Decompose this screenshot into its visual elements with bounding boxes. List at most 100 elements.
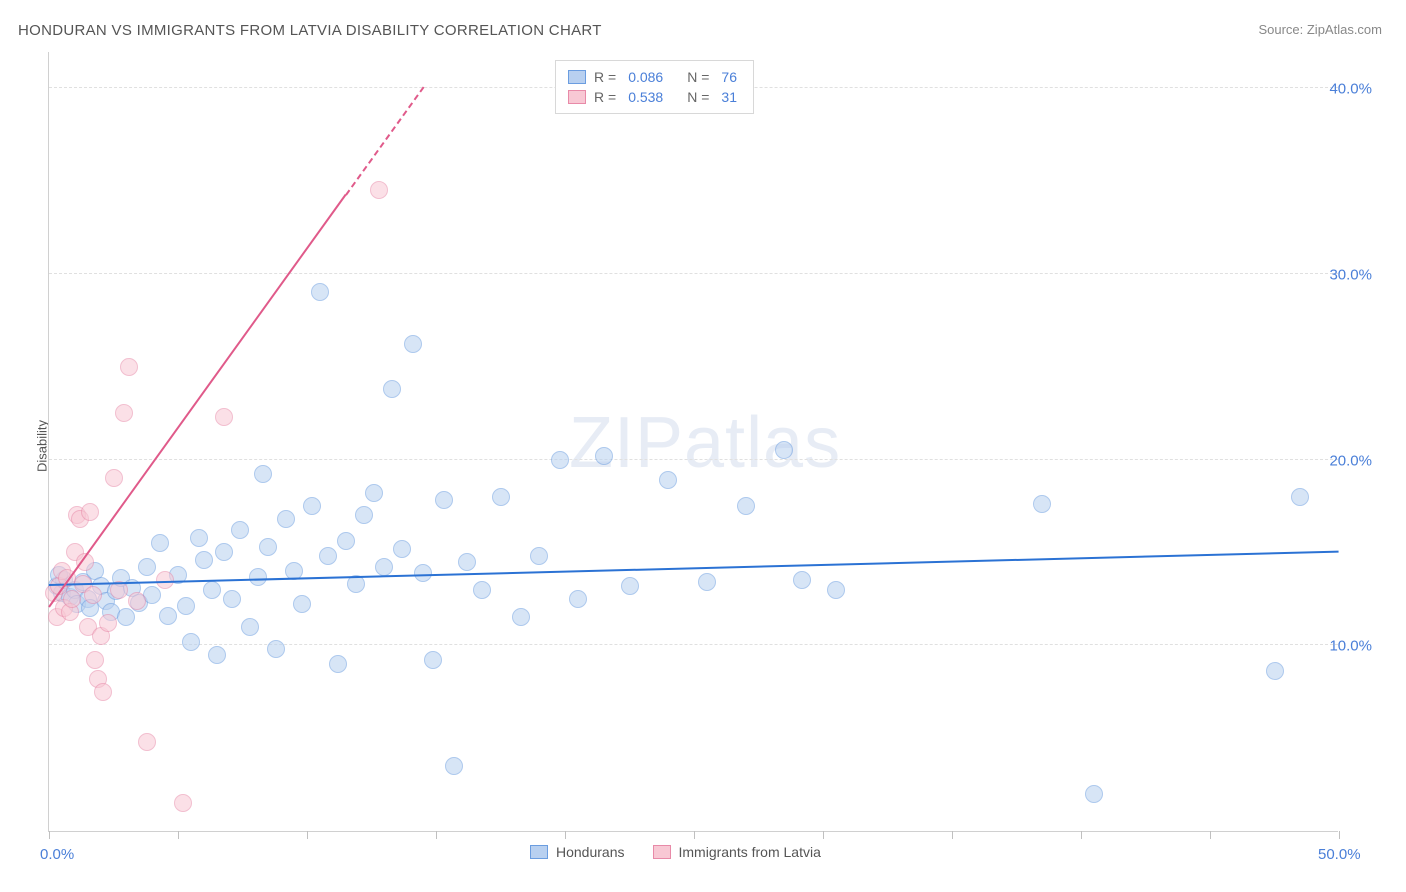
- trend-line: [49, 550, 1339, 585]
- watermark: ZIPatlas: [569, 402, 841, 484]
- data-point: [621, 577, 639, 595]
- data-point: [775, 441, 793, 459]
- data-point: [404, 335, 422, 353]
- data-point: [1085, 785, 1103, 803]
- data-point: [84, 586, 102, 604]
- data-point: [174, 794, 192, 812]
- data-point: [138, 558, 156, 576]
- data-point: [277, 510, 295, 528]
- data-point: [105, 469, 123, 487]
- data-point: [319, 547, 337, 565]
- data-point: [375, 558, 393, 576]
- data-point: [138, 733, 156, 751]
- data-point: [435, 491, 453, 509]
- data-point: [249, 568, 267, 586]
- data-point: [793, 571, 811, 589]
- data-point: [329, 655, 347, 673]
- legend-r-prefix: R =: [594, 69, 616, 85]
- data-point: [414, 564, 432, 582]
- x-tick: [952, 831, 953, 839]
- data-point: [569, 590, 587, 608]
- data-point: [737, 497, 755, 515]
- data-point: [365, 484, 383, 502]
- data-point: [223, 590, 241, 608]
- x-tick: [307, 831, 308, 839]
- source-name: ZipAtlas.com: [1307, 22, 1382, 37]
- x-tick: [49, 831, 50, 839]
- data-point: [1033, 495, 1051, 513]
- x-tick: [565, 831, 566, 839]
- data-point: [303, 497, 321, 515]
- data-point: [143, 586, 161, 604]
- legend-swatch: [530, 845, 548, 859]
- data-point: [311, 283, 329, 301]
- data-point: [424, 651, 442, 669]
- data-point: [370, 181, 388, 199]
- data-point: [458, 553, 476, 571]
- x-tick: [1339, 831, 1340, 839]
- legend-correlation: R = 0.086 N = 76 R = 0.538 N = 31: [555, 60, 754, 114]
- data-point: [203, 581, 221, 599]
- legend-swatch: [568, 70, 586, 84]
- legend-series-item: Hondurans: [530, 844, 625, 860]
- source-prefix: Source:: [1258, 22, 1306, 37]
- legend-swatch: [653, 845, 671, 859]
- legend-series-item: Immigrants from Latvia: [653, 844, 821, 860]
- legend-n-value: 76: [721, 69, 737, 85]
- data-point: [293, 595, 311, 613]
- x-tick-label: 0.0%: [40, 846, 74, 863]
- data-point: [698, 573, 716, 591]
- legend-n-prefix: N =: [687, 69, 709, 85]
- legend-r-value: 0.538: [628, 89, 663, 105]
- data-point: [128, 592, 146, 610]
- legend-r-prefix: R =: [594, 89, 616, 105]
- legend-n-value: 31: [721, 89, 737, 105]
- data-point: [827, 581, 845, 599]
- data-point: [241, 618, 259, 636]
- legend-swatch: [568, 90, 586, 104]
- x-tick-label: 50.0%: [1318, 846, 1361, 863]
- data-point: [337, 532, 355, 550]
- data-point: [530, 547, 548, 565]
- legend-correlation-row: R = 0.086 N = 76: [568, 67, 741, 87]
- legend-n-prefix: N =: [687, 89, 709, 105]
- gridline-h: [49, 459, 1338, 460]
- data-point: [81, 503, 99, 521]
- gridline-h: [49, 273, 1338, 274]
- chart-title: HONDURAN VS IMMIGRANTS FROM LATVIA DISAB…: [18, 22, 602, 39]
- data-point: [254, 465, 272, 483]
- data-point: [215, 543, 233, 561]
- data-point: [63, 590, 81, 608]
- y-tick-label: 30.0%: [1329, 266, 1372, 283]
- data-point: [94, 683, 112, 701]
- data-point: [117, 608, 135, 626]
- data-point: [120, 358, 138, 376]
- gridline-h: [49, 644, 1338, 645]
- data-point: [86, 651, 104, 669]
- y-tick-label: 20.0%: [1329, 452, 1372, 469]
- legend-r-value: 0.086: [628, 69, 663, 85]
- legend-series: Hondurans Immigrants from Latvia: [520, 840, 831, 864]
- x-tick: [1210, 831, 1211, 839]
- y-tick-label: 10.0%: [1329, 638, 1372, 655]
- data-point: [215, 408, 233, 426]
- data-point: [231, 521, 249, 539]
- legend-series-label: Immigrants from Latvia: [679, 844, 821, 860]
- data-point: [551, 451, 569, 469]
- x-tick: [694, 831, 695, 839]
- data-point: [355, 506, 373, 524]
- data-point: [595, 447, 613, 465]
- data-point: [190, 529, 208, 547]
- data-point: [115, 404, 133, 422]
- x-tick: [178, 831, 179, 839]
- data-point: [195, 551, 213, 569]
- data-point: [1291, 488, 1309, 506]
- x-tick: [1081, 831, 1082, 839]
- data-point: [177, 597, 195, 615]
- legend-correlation-row: R = 0.538 N = 31: [568, 87, 741, 107]
- data-point: [445, 757, 463, 775]
- x-tick: [823, 831, 824, 839]
- data-point: [182, 633, 200, 651]
- plot-area: ZIPatlas: [48, 52, 1338, 832]
- data-point: [159, 607, 177, 625]
